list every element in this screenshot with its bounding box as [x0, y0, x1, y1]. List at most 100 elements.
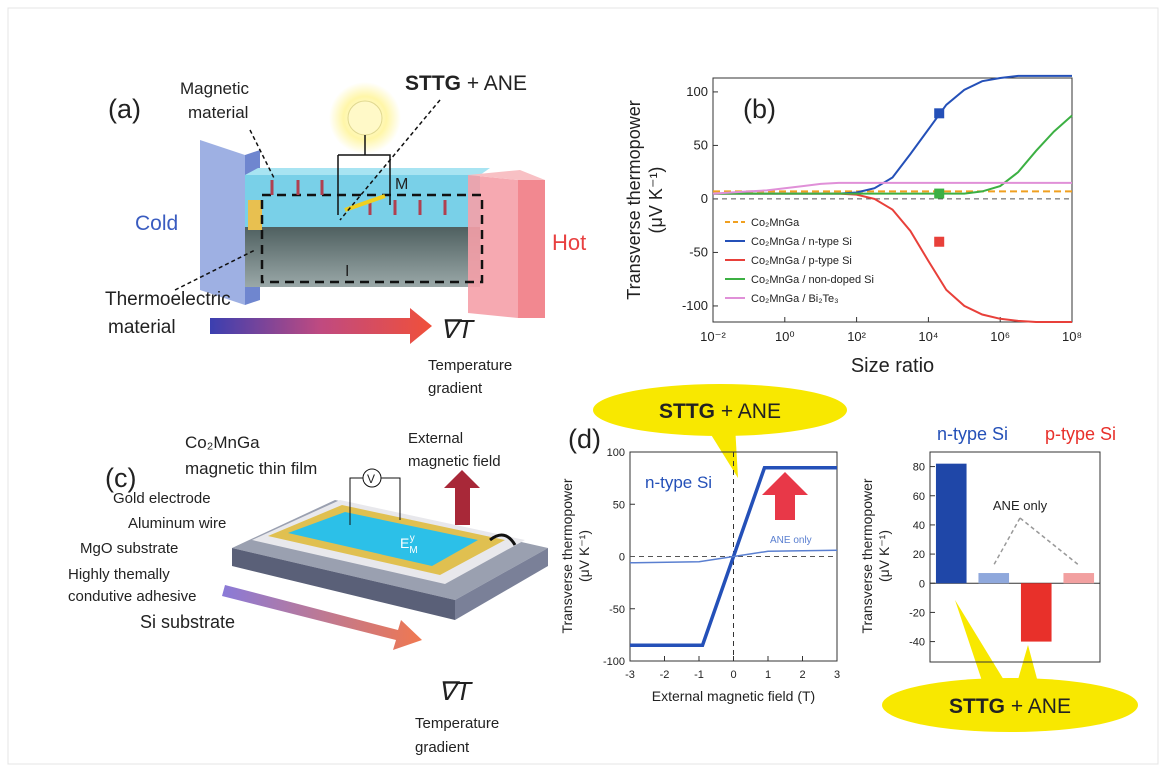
i-label: I [345, 263, 349, 280]
series-label: ANE only [770, 535, 812, 546]
bar [978, 573, 1009, 583]
label: Highly themally [68, 566, 170, 583]
y-axis-title: Transverse thermopower [859, 478, 875, 633]
hot-block-side [518, 180, 545, 318]
label: Si substrate [140, 612, 235, 632]
rest-part: + ANE [461, 72, 527, 95]
y-tick-label: 20 [913, 549, 925, 561]
x-tick-label: 10⁴ [918, 329, 938, 344]
m-label: M [395, 176, 408, 193]
rest-part: + ANE [1005, 695, 1071, 718]
bold-part: STTG [405, 72, 461, 95]
label: magnetic thin film [185, 459, 317, 478]
y-tick-label: 0 [701, 191, 708, 206]
y-tick-label: 60 [913, 491, 925, 503]
legend-label: Co₂MnGa [751, 217, 800, 229]
panel-label: (a) [108, 94, 141, 124]
x-axis-title: External magnetic field (T) [652, 688, 815, 704]
panel-label: (b) [743, 94, 776, 124]
y-axis-title: Transverse thermopower [559, 478, 575, 633]
top-bar-top [245, 168, 490, 175]
base: E [400, 535, 409, 551]
x-tick-label: 10⁶ [990, 329, 1010, 344]
x-axis-title: Size ratio [851, 355, 934, 377]
legend-label: Co₂MnGa / non-doped Si [751, 274, 874, 286]
group-label: n-type Si [937, 424, 1008, 444]
x-tick-label: 10⁰ [775, 329, 795, 344]
label: material [108, 317, 176, 338]
x-tick-label: 10² [847, 329, 866, 344]
x-tick-label: 2 [799, 669, 805, 681]
label: MgO substrate [80, 540, 178, 557]
figure: (a) Magnetic material STTG + ANE Cold Ho… [0, 0, 1167, 773]
x-tick-label: -3 [625, 669, 635, 681]
label: Thermoelectric [105, 289, 231, 310]
y-tick-label: 100 [686, 84, 708, 99]
page: { "panels": { "a": {"label": "(a)", "mag… [0, 0, 1167, 773]
label: gradient [415, 739, 470, 756]
label: Temperature [428, 357, 512, 374]
y-tick-label: 80 [913, 462, 925, 474]
y-tick-label: -50 [609, 604, 625, 616]
cold-block [200, 140, 245, 305]
sub: M [409, 545, 417, 556]
bar [1063, 573, 1094, 583]
y-tick-label: 0 [619, 552, 625, 564]
x-tick-label: 0 [730, 669, 736, 681]
bar [1021, 583, 1052, 641]
y-tick-label: -20 [909, 607, 925, 619]
nabla-t: ∇T [438, 676, 473, 706]
thermoelectric-bar [245, 227, 480, 287]
marker [934, 189, 944, 199]
x-tick-label: 10⁻² [700, 329, 726, 344]
y-axis-title: (μV K⁻¹) [876, 530, 892, 582]
effect-label: STTG + ANE [405, 72, 527, 95]
electrode [248, 200, 262, 230]
cold-label: Cold [135, 212, 178, 235]
label: Temperature [415, 715, 499, 732]
panel-label: (d) [568, 424, 601, 454]
label: Gold electrode [113, 490, 211, 507]
marker [934, 237, 944, 247]
x-tick-label: -1 [694, 669, 704, 681]
y-tick-label: 50 [694, 137, 708, 152]
label: condutive adhesive [68, 588, 196, 605]
bold-part: STTG [949, 695, 1005, 718]
x-tick-label: -2 [660, 669, 670, 681]
y-axis-title: Transverse thermopower [624, 100, 644, 299]
panel-label: (c) [105, 463, 136, 493]
label: gradient [428, 380, 483, 397]
bold-part: STTG [659, 400, 715, 423]
label: Aluminum wire [128, 515, 226, 532]
legend-label: Co₂MnGa / p-type Si [751, 255, 852, 267]
rest-part: + ANE [715, 400, 781, 423]
y-axis-title: (μV K⁻¹) [646, 167, 666, 234]
y-tick-label: 0 [919, 578, 925, 590]
hot-block [468, 175, 518, 318]
x-tick-label: 3 [834, 669, 840, 681]
y-axis-title: (μV K⁻¹) [576, 530, 592, 582]
legend-label: Co₂MnGa / Bi₂Te₃ [751, 293, 839, 305]
x-tick-label: 1 [765, 669, 771, 681]
label: material [188, 103, 248, 122]
y-tick-label: 50 [613, 499, 625, 511]
callout-text: STTG + ANE [659, 400, 781, 423]
hot-label: Hot [552, 230, 586, 255]
bar [936, 464, 967, 584]
series-label: n-type Si [645, 473, 712, 492]
y-tick-label: 100 [607, 447, 625, 459]
label: Magnetic [180, 79, 249, 98]
y-tick-label: -40 [909, 637, 925, 649]
annotation: ANE only [993, 498, 1048, 513]
y-tick-label: 40 [913, 520, 925, 532]
label: Co₂MnGa [185, 433, 260, 452]
callout-text: STTG + ANE [949, 695, 1071, 718]
marker [934, 108, 944, 118]
sup: y [410, 533, 415, 544]
label: External [408, 430, 463, 447]
y-tick-label: -100 [682, 298, 708, 313]
voltmeter-label: V [367, 472, 375, 486]
bulb [348, 101, 382, 135]
y-tick-label: -50 [689, 244, 708, 259]
y-tick-label: -100 [603, 656, 625, 668]
